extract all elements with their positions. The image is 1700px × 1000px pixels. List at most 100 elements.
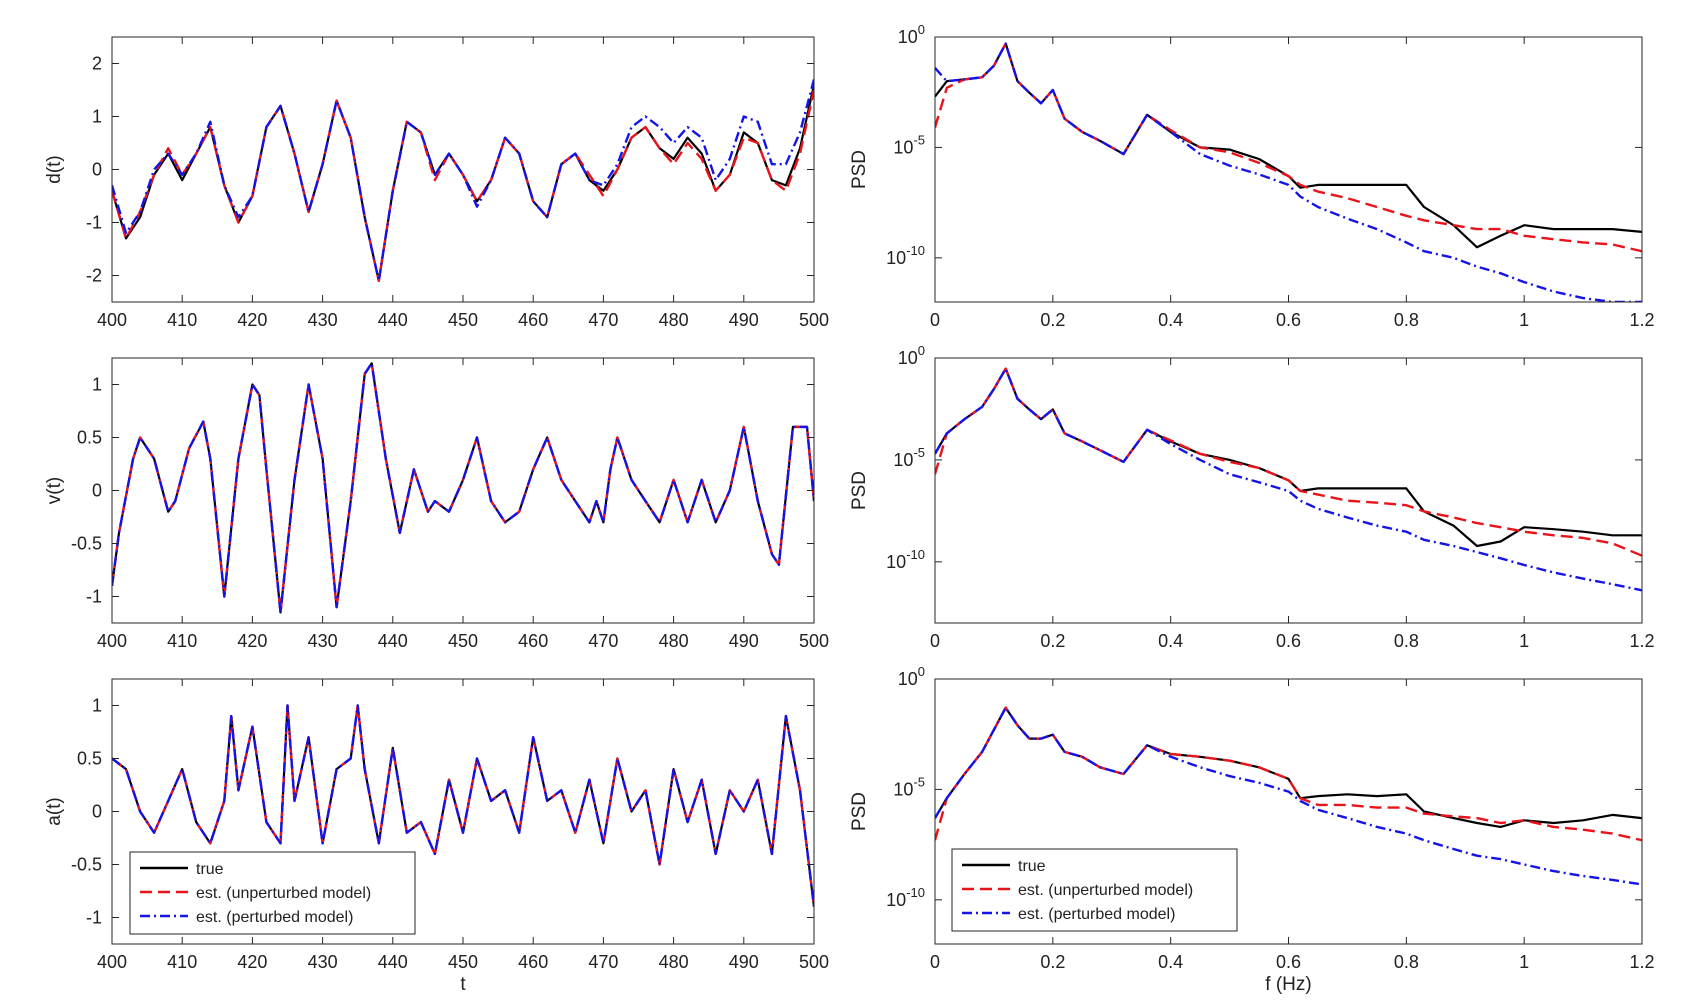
- panel-v: 400 410 420 430 440 450 460 470 480 490 500 -1 -0.5 0…: [44, 357, 829, 651]
- legend-label: true: [196, 861, 224, 878]
- x-tick-label: 410: [167, 631, 197, 651]
- x-tick-label: 440: [378, 631, 408, 651]
- panel-d: 400 410 420 430 440 450 460 470 480 490 500 -2 -1 0 1 2…: [44, 36, 829, 330]
- x-tick-label: 450: [448, 952, 478, 972]
- x-tick-label: 480: [659, 631, 689, 651]
- x-tick-label: 420: [237, 631, 267, 651]
- x-tick-label: 430: [308, 952, 338, 972]
- y-axis-label: v(t): [44, 477, 65, 504]
- x-tick-label: 0.2: [1040, 631, 1065, 651]
- x-tick-label: 420: [237, 952, 267, 972]
- y-tick-label: 100: [898, 22, 925, 47]
- x-tick-label: 0.6: [1276, 310, 1301, 330]
- x-tick-label: 470: [588, 310, 618, 330]
- series-perturbed-line: [112, 79, 814, 282]
- x-tick-label: 0.8: [1394, 631, 1419, 651]
- x-axis-label: f (Hz): [1265, 974, 1311, 995]
- x-tick-label: 1: [1519, 310, 1529, 330]
- x-tick-label: 460: [518, 952, 548, 972]
- x-tick-label: 0.2: [1040, 310, 1065, 330]
- x-tick-label: 400: [97, 631, 127, 651]
- y-tick-label: 0: [92, 802, 102, 822]
- x-tick-label: 0.4: [1158, 631, 1183, 651]
- x-tick-label: 0.4: [1158, 310, 1183, 330]
- x-tick-label: 450: [448, 631, 478, 651]
- x-tick-label: 430: [308, 631, 338, 651]
- legend-label: est. (unperturbed model): [196, 885, 371, 902]
- x-tick-label: 400: [97, 952, 127, 972]
- y-tick-label: -0.5: [71, 855, 102, 875]
- panel-psd_d: 0 0.2 0.4 0.6 0.8 1 1.2 100 10-5 10-10 PSD: [849, 22, 1655, 330]
- x-tick-label: 0.2: [1040, 952, 1065, 972]
- x-tick-label: 1: [1519, 631, 1529, 651]
- x-tick-label: 470: [588, 952, 618, 972]
- legend-label: true: [1018, 858, 1046, 875]
- x-tick-label: 410: [167, 952, 197, 972]
- y-tick-label: 100: [898, 343, 925, 368]
- panel-psd_v: 0 0.2 0.4 0.6 0.8 1 1.2 100 10-5 10-10 PSD: [849, 343, 1655, 651]
- series-unperturbed-line: [112, 704, 814, 908]
- x-tick-label: 480: [659, 310, 689, 330]
- x-tick-label: 1.2: [1629, 310, 1654, 330]
- x-tick-label: 1.2: [1629, 631, 1654, 651]
- y-axis-label: PSD: [849, 150, 870, 189]
- x-tick-label: 0.6: [1276, 952, 1301, 972]
- x-tick-label: 470: [588, 631, 618, 651]
- y-tick-label: 2: [92, 54, 102, 74]
- legend: true est. (unperturbed model) est. (pertur…: [129, 851, 416, 935]
- series-unperturbed-line: [935, 42, 1642, 253]
- y-tick-label: 0.5: [77, 428, 102, 448]
- series-perturbed-line: [935, 706, 1642, 886]
- y-tick-label: 10-5: [893, 445, 925, 470]
- x-tick-label: 490: [729, 952, 759, 972]
- x-tick-label: 440: [378, 310, 408, 330]
- x-tick-label: 500: [799, 631, 829, 651]
- y-tick-label: 0: [92, 481, 102, 501]
- plot-area: [112, 358, 814, 623]
- y-axis-label: PSD: [849, 471, 870, 510]
- y-tick-label: 0.5: [77, 749, 102, 769]
- y-tick-label: -1: [86, 587, 102, 607]
- series-perturbed-line: [112, 362, 814, 614]
- series-perturbed-line: [935, 367, 1642, 592]
- y-tick-label: 10-10: [886, 547, 925, 572]
- series-perturbed-line: [935, 42, 1642, 302]
- x-axis-label: t: [460, 974, 466, 995]
- y-tick-label: 10-5: [893, 132, 925, 157]
- legend-label: est. (unperturbed model): [1018, 882, 1193, 899]
- y-tick-label: 10-10: [886, 243, 925, 268]
- x-tick-label: 0.4: [1158, 952, 1183, 972]
- x-tick-label: 0: [930, 631, 940, 651]
- x-tick-label: 500: [799, 952, 829, 972]
- x-tick-label: 460: [518, 631, 548, 651]
- plot-area: [935, 358, 1642, 623]
- panel-a: 400 410 420 430 440 450 460 470 480 490 500 -1 -0.5 0…: [44, 678, 829, 995]
- x-tick-label: 0.8: [1394, 310, 1419, 330]
- x-tick-label: 0.8: [1394, 952, 1419, 972]
- x-tick-label: 400: [97, 310, 127, 330]
- x-tick-label: 490: [729, 310, 759, 330]
- panel-psd_a: 0 0.2 0.4 0.6 0.8 1 1.2 100 10-5 10-10 PSD f (Hz): [849, 664, 1655, 995]
- y-tick-label: 10-5: [893, 774, 925, 799]
- y-tick-label: 1: [92, 375, 102, 395]
- x-tick-label: 410: [167, 310, 197, 330]
- x-tick-label: 480: [659, 952, 689, 972]
- legend-label: est. (perturbed model): [196, 909, 353, 926]
- y-axis-label: PSD: [849, 792, 870, 831]
- x-tick-label: 460: [518, 310, 548, 330]
- x-tick-label: 0.6: [1276, 631, 1301, 651]
- x-tick-label: 1: [1519, 952, 1529, 972]
- x-tick-label: 440: [378, 952, 408, 972]
- y-tick-label: -0.5: [71, 534, 102, 554]
- x-tick-label: 490: [729, 631, 759, 651]
- y-tick-label: 1: [92, 696, 102, 716]
- x-tick-label: 0: [930, 952, 940, 972]
- y-tick-label: 10-10: [886, 885, 925, 910]
- y-tick-label: 100: [898, 664, 925, 689]
- legend-label: est. (perturbed model): [1018, 906, 1175, 923]
- y-tick-label: -1: [86, 213, 102, 233]
- x-tick-label: 450: [448, 310, 478, 330]
- y-tick-label: 1: [92, 107, 102, 127]
- legend: true est. (unperturbed model) est. (pertur…: [951, 848, 1238, 932]
